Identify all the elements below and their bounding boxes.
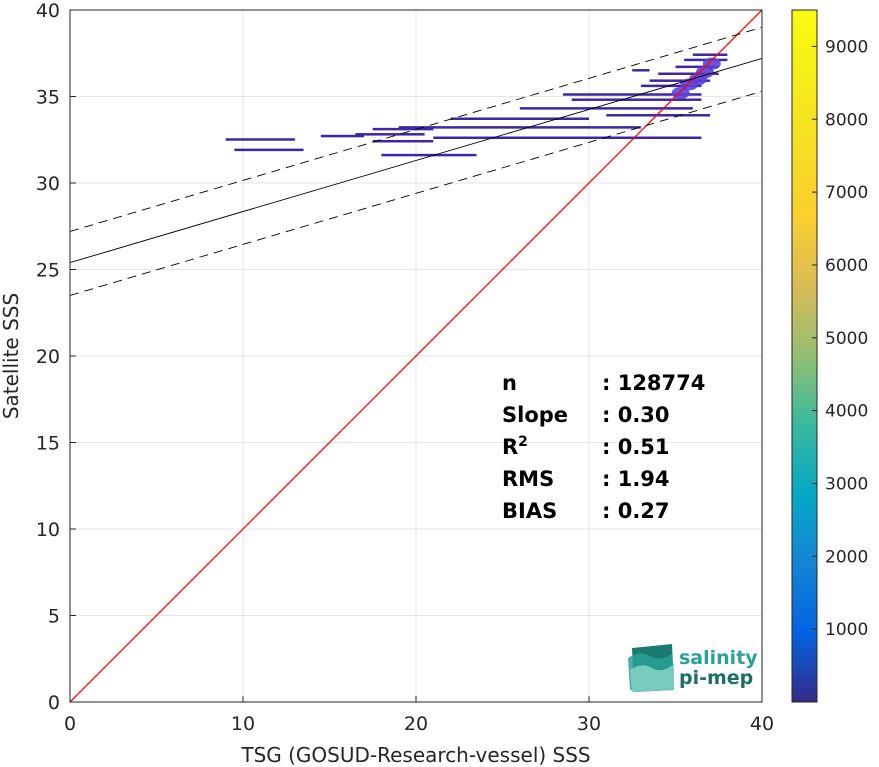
- colorbar-tick-label: 6000: [825, 256, 868, 276]
- density-segment: [225, 138, 295, 141]
- density-segment: [519, 107, 693, 110]
- colorbar-tick-label: 4000: [825, 402, 868, 422]
- density-segment: [692, 53, 728, 56]
- x-tick-label: 0: [64, 713, 76, 735]
- colorbar: [792, 10, 817, 702]
- density-segment: [381, 153, 477, 157]
- colorbar-frame: [791, 9, 818, 703]
- density-segment: [640, 84, 702, 88]
- y-tick-label: 20: [36, 346, 60, 368]
- stat-value: : 0.27: [602, 499, 670, 523]
- x-axis-ticks: 0 10 20 30 40: [64, 696, 774, 735]
- y-tick-label: 0: [48, 692, 60, 714]
- density-segment: [234, 148, 304, 152]
- y-tick-label: 40: [36, 0, 60, 22]
- stat-label: RMS: [502, 467, 554, 491]
- stat-value: : 0.51: [602, 435, 670, 459]
- density-segment: [355, 133, 425, 136]
- stat-label: n: [502, 371, 517, 395]
- density-segment: [571, 98, 702, 101]
- colorbar-tick-label: 2000: [825, 547, 868, 567]
- y-tick-label: 10: [36, 519, 60, 541]
- density-hotspot: [702, 57, 721, 70]
- stat-label: R2: [502, 434, 528, 459]
- density-segment: [606, 114, 711, 117]
- logo-line1: salinity: [679, 647, 758, 669]
- fit-lines: [70, 10, 762, 702]
- y-tick-label: 5: [48, 606, 60, 628]
- density-segment: [433, 136, 702, 140]
- density-segment: [675, 65, 719, 69]
- stat-value: : 128774: [602, 371, 705, 395]
- y-axis-ticks: 0 5 10 15 20 25 30 35 40: [36, 0, 76, 714]
- logo-line2: pi-mep: [679, 667, 753, 689]
- density-segment: [320, 134, 365, 138]
- density-segment: [398, 126, 641, 129]
- y-axis-label: Satellite SSS: [0, 293, 23, 419]
- x-tick-label: 30: [577, 713, 601, 735]
- density-segment: [658, 72, 719, 76]
- stats-box: n : 128774 Slope : 0.30 R2 : 0.51 RMS : 1.94 BIA…: [502, 371, 705, 523]
- y-tick-label: 25: [36, 260, 60, 282]
- density-segment: [563, 93, 702, 96]
- density-segment: [372, 139, 434, 143]
- stat-value: : 0.30: [602, 403, 670, 427]
- upper-bound-line: [70, 26, 762, 232]
- y-tick-label: 35: [36, 87, 60, 109]
- stat-label: Slope: [502, 403, 568, 427]
- stat-label: BIAS: [502, 499, 557, 523]
- salinity-pimep-logo: salinity pi-mep: [628, 644, 758, 692]
- colorbar-tick-label: 7000: [825, 183, 868, 203]
- density-segment: [632, 69, 650, 72]
- x-tick-label: 20: [404, 713, 428, 735]
- density-segment: [450, 117, 589, 120]
- density-segment: [649, 79, 711, 82]
- waves-icon: [628, 644, 674, 692]
- x-tick-label: 10: [231, 713, 255, 735]
- y-tick-label: 15: [36, 433, 60, 455]
- y-tick-label: 30: [36, 173, 60, 195]
- colorbar-tick-label: 9000: [825, 37, 868, 57]
- density-segment: [372, 127, 434, 131]
- colorbar-tick-label: 1000: [825, 620, 868, 640]
- colorbar-tick-label: 5000: [825, 329, 868, 349]
- x-tick-label: 40: [750, 713, 774, 735]
- x-axis-label: TSG (GOSUD-Research-vessel) SSS: [240, 743, 590, 767]
- colorbar-tick-label: 3000: [825, 474, 868, 494]
- stat-value: : 1.94: [602, 467, 670, 491]
- colorbar-ticks: 1000 2000 3000 4000 5000 6000 7000 8000 9000: [812, 37, 868, 640]
- regression-line: [70, 58, 762, 264]
- density-cloud: [225, 53, 728, 157]
- colorbar-tick-label: 8000: [825, 110, 868, 130]
- lower-bound-line: [70, 90, 762, 296]
